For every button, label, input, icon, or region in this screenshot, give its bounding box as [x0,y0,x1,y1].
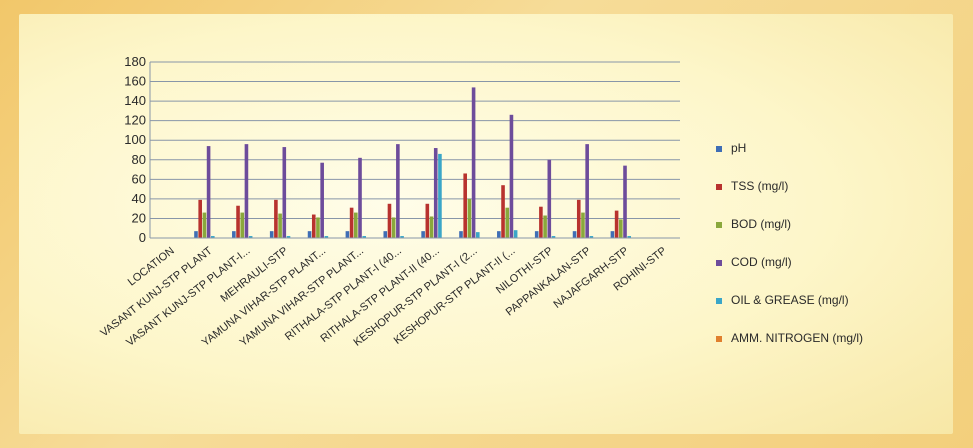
bar [362,236,367,238]
legend-label: COD (mg/l) [731,255,792,269]
bar [391,217,396,238]
bar [320,162,324,238]
bar [282,147,287,238]
bar [627,236,632,238]
legend-label: pH [731,141,746,155]
bar [383,231,388,238]
legend-label: TSS (mg/l) [731,179,788,193]
bar [194,231,198,238]
bar [421,231,425,238]
bar [501,185,505,238]
bar [248,236,253,238]
bar [278,213,282,238]
bar [429,216,434,238]
y-tick-label: 0 [139,230,146,245]
bar [316,217,320,238]
bar [345,231,350,238]
bar [286,236,291,238]
bar [274,199,278,238]
y-tick-label: 120 [124,113,146,128]
bar [589,236,594,238]
bar [206,146,211,238]
bar [311,214,316,238]
legend-swatch [716,222,722,228]
legend-swatch [716,298,722,304]
bar [463,173,467,238]
bar [232,231,236,238]
bar [623,165,627,238]
bar [244,144,249,238]
bar [547,159,552,238]
bar [610,231,615,238]
y-tick-label: 140 [124,93,146,108]
bar [614,210,619,238]
bar [509,114,514,238]
bar [497,231,501,238]
legend-label: OIL & GREASE (mg/l) [731,293,849,307]
bar [240,212,245,238]
bar [543,215,547,238]
bar [387,203,392,238]
bar [459,231,463,238]
bar [505,207,510,238]
legend-swatch [716,184,722,190]
bar [324,236,329,238]
bar [513,230,518,238]
legend-label: BOD (mg/l) [731,217,791,231]
bar [475,232,480,238]
legend-swatch [716,260,722,266]
bar [269,231,274,238]
bar [551,236,556,238]
bar [349,207,354,238]
y-tick-label: 100 [124,132,146,147]
bar [198,199,202,238]
bar [358,157,362,238]
legend-label: AMM. NITROGEN (mg/l) [731,331,863,345]
bar [585,144,589,238]
bar [433,148,438,238]
bar [467,198,472,238]
y-tick-label: 60 [132,171,146,186]
bar [572,231,577,238]
bar [396,144,400,238]
bar [202,212,207,238]
bar [400,236,404,238]
bar [210,236,215,238]
bars [194,87,632,238]
bar [619,219,623,238]
legend: pH TSS (mg/l) BOD (mg/l) COD (mg/l) OIL & GR… [716,141,863,345]
y-tick-label: 40 [132,191,146,206]
y-tick-label: 160 [124,74,146,89]
bar [354,212,358,238]
bar [534,231,539,238]
bar [471,87,476,238]
chart-panel [19,14,953,434]
y-axis: 0 20 40 60 80 100 120 140 160 180 [124,54,151,245]
bar [425,203,430,238]
bar [438,153,442,238]
y-tick-label: 20 [132,210,146,225]
legend-swatch [716,146,722,152]
bar [236,205,240,238]
legend-swatch [716,336,722,342]
y-tick-label: 180 [124,54,146,69]
bar [581,212,585,238]
bar [576,199,581,238]
bar [539,206,543,238]
bar [307,231,312,238]
y-tick-label: 80 [132,152,146,167]
gridlines [150,61,680,239]
